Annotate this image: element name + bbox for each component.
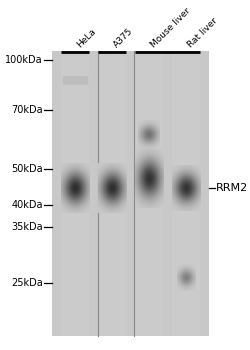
Text: 50kDa: 50kDa — [12, 163, 43, 174]
Text: 35kDa: 35kDa — [12, 223, 43, 232]
Bar — [135, 51, 163, 336]
Text: 40kDa: 40kDa — [12, 199, 43, 210]
Text: Rat liver: Rat liver — [186, 16, 219, 50]
Text: 25kDa: 25kDa — [11, 278, 43, 288]
Text: HeLa: HeLa — [76, 27, 98, 50]
Text: Mouse liver: Mouse liver — [149, 6, 192, 50]
Text: 100kDa: 100kDa — [6, 55, 43, 65]
Bar — [52, 51, 210, 336]
Bar — [98, 51, 126, 336]
Text: RRM2: RRM2 — [216, 183, 248, 193]
Bar — [62, 51, 90, 336]
Text: A375: A375 — [112, 27, 135, 50]
FancyBboxPatch shape — [63, 76, 88, 85]
Bar — [172, 51, 200, 336]
Text: 70kDa: 70kDa — [12, 105, 43, 114]
